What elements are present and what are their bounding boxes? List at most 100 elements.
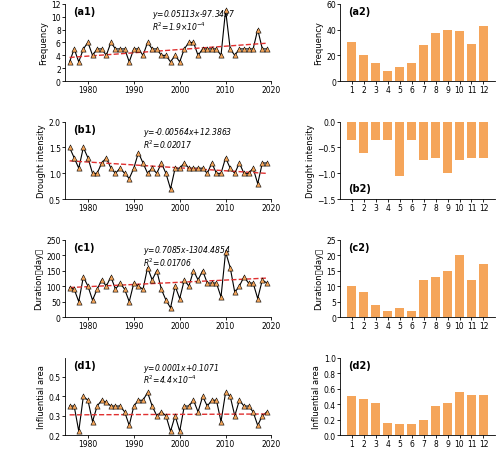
Bar xyxy=(431,122,440,158)
Bar xyxy=(467,280,476,318)
Point xyxy=(125,298,133,306)
Point xyxy=(180,46,188,54)
Point xyxy=(148,46,156,54)
Point xyxy=(198,393,206,400)
Bar xyxy=(407,424,416,435)
Point xyxy=(258,412,266,419)
Point xyxy=(107,274,115,281)
Point xyxy=(144,389,152,396)
Y-axis label: Duration（day）: Duration（day） xyxy=(34,248,43,310)
Point xyxy=(134,46,142,54)
Bar xyxy=(407,311,416,318)
Bar xyxy=(383,122,392,140)
Bar xyxy=(479,122,488,158)
Point xyxy=(226,46,234,54)
Point xyxy=(222,155,230,162)
Point xyxy=(198,165,206,173)
Text: $R^2$=0.01706: $R^2$=0.01706 xyxy=(144,256,192,268)
Point xyxy=(190,267,198,275)
Point xyxy=(226,165,234,173)
Text: $R^2$=1.9×10$^{-4}$: $R^2$=1.9×10$^{-4}$ xyxy=(152,20,206,32)
Bar xyxy=(443,271,452,318)
Point xyxy=(171,165,179,173)
Point xyxy=(148,165,156,173)
Bar xyxy=(371,305,380,318)
Point xyxy=(112,46,120,54)
Text: (d2): (d2) xyxy=(348,360,370,370)
Point xyxy=(144,40,152,47)
Bar xyxy=(395,424,404,435)
Point xyxy=(258,276,266,284)
Point xyxy=(70,46,78,54)
Point xyxy=(203,402,211,410)
Point xyxy=(116,46,124,54)
Point xyxy=(263,280,271,287)
Bar xyxy=(455,122,464,161)
Point xyxy=(258,46,266,54)
Bar xyxy=(479,395,488,435)
Point xyxy=(249,165,257,173)
Bar xyxy=(407,122,416,140)
Point xyxy=(222,249,230,256)
Point xyxy=(80,393,88,400)
Point xyxy=(185,402,193,410)
Bar xyxy=(347,122,356,140)
Bar xyxy=(467,44,476,82)
Point xyxy=(203,46,211,54)
Bar xyxy=(371,403,380,435)
Text: $R^2$=0.02017: $R^2$=0.02017 xyxy=(144,138,193,150)
Point xyxy=(70,402,78,410)
Point xyxy=(162,170,170,178)
Point xyxy=(80,144,88,152)
Point xyxy=(212,397,220,404)
Point xyxy=(107,40,115,47)
Point xyxy=(93,286,101,294)
Text: (d1): (d1) xyxy=(74,360,96,370)
Point xyxy=(217,53,225,60)
Point xyxy=(130,165,138,173)
Point xyxy=(158,286,166,294)
Point xyxy=(185,40,193,47)
Bar xyxy=(419,122,428,161)
Point xyxy=(212,280,220,287)
Point xyxy=(194,165,202,173)
Point xyxy=(93,170,101,178)
Point xyxy=(236,283,244,290)
Point xyxy=(162,297,170,304)
Point xyxy=(198,267,206,275)
Point xyxy=(171,53,179,60)
Point xyxy=(75,298,83,306)
Point xyxy=(212,46,220,54)
Point xyxy=(158,160,166,167)
Bar xyxy=(395,122,404,176)
Bar xyxy=(347,287,356,318)
Point xyxy=(222,389,230,396)
Point xyxy=(162,412,170,419)
Point xyxy=(112,170,120,178)
Point xyxy=(84,397,92,404)
Bar xyxy=(443,403,452,435)
Point xyxy=(102,283,110,290)
Point xyxy=(263,46,271,54)
Point xyxy=(80,274,88,281)
Point xyxy=(244,46,252,54)
Bar xyxy=(359,293,368,318)
Point xyxy=(84,155,92,162)
Point xyxy=(236,397,244,404)
Point xyxy=(166,59,174,66)
Bar xyxy=(419,280,428,318)
Point xyxy=(236,46,244,54)
Point xyxy=(80,46,88,54)
Bar xyxy=(455,393,464,435)
Point xyxy=(66,284,74,292)
Point xyxy=(185,283,193,290)
Point xyxy=(102,155,110,162)
Text: $y$=0.7085$x$-1304.4854: $y$=0.7085$x$-1304.4854 xyxy=(144,243,231,256)
Text: (a2): (a2) xyxy=(348,7,370,17)
Point xyxy=(134,150,142,157)
Point xyxy=(148,276,156,284)
Text: $y$=0.05113$x$-97.3497: $y$=0.05113$x$-97.3497 xyxy=(152,8,235,21)
Point xyxy=(102,53,110,60)
Bar xyxy=(383,311,392,318)
Bar xyxy=(479,265,488,318)
